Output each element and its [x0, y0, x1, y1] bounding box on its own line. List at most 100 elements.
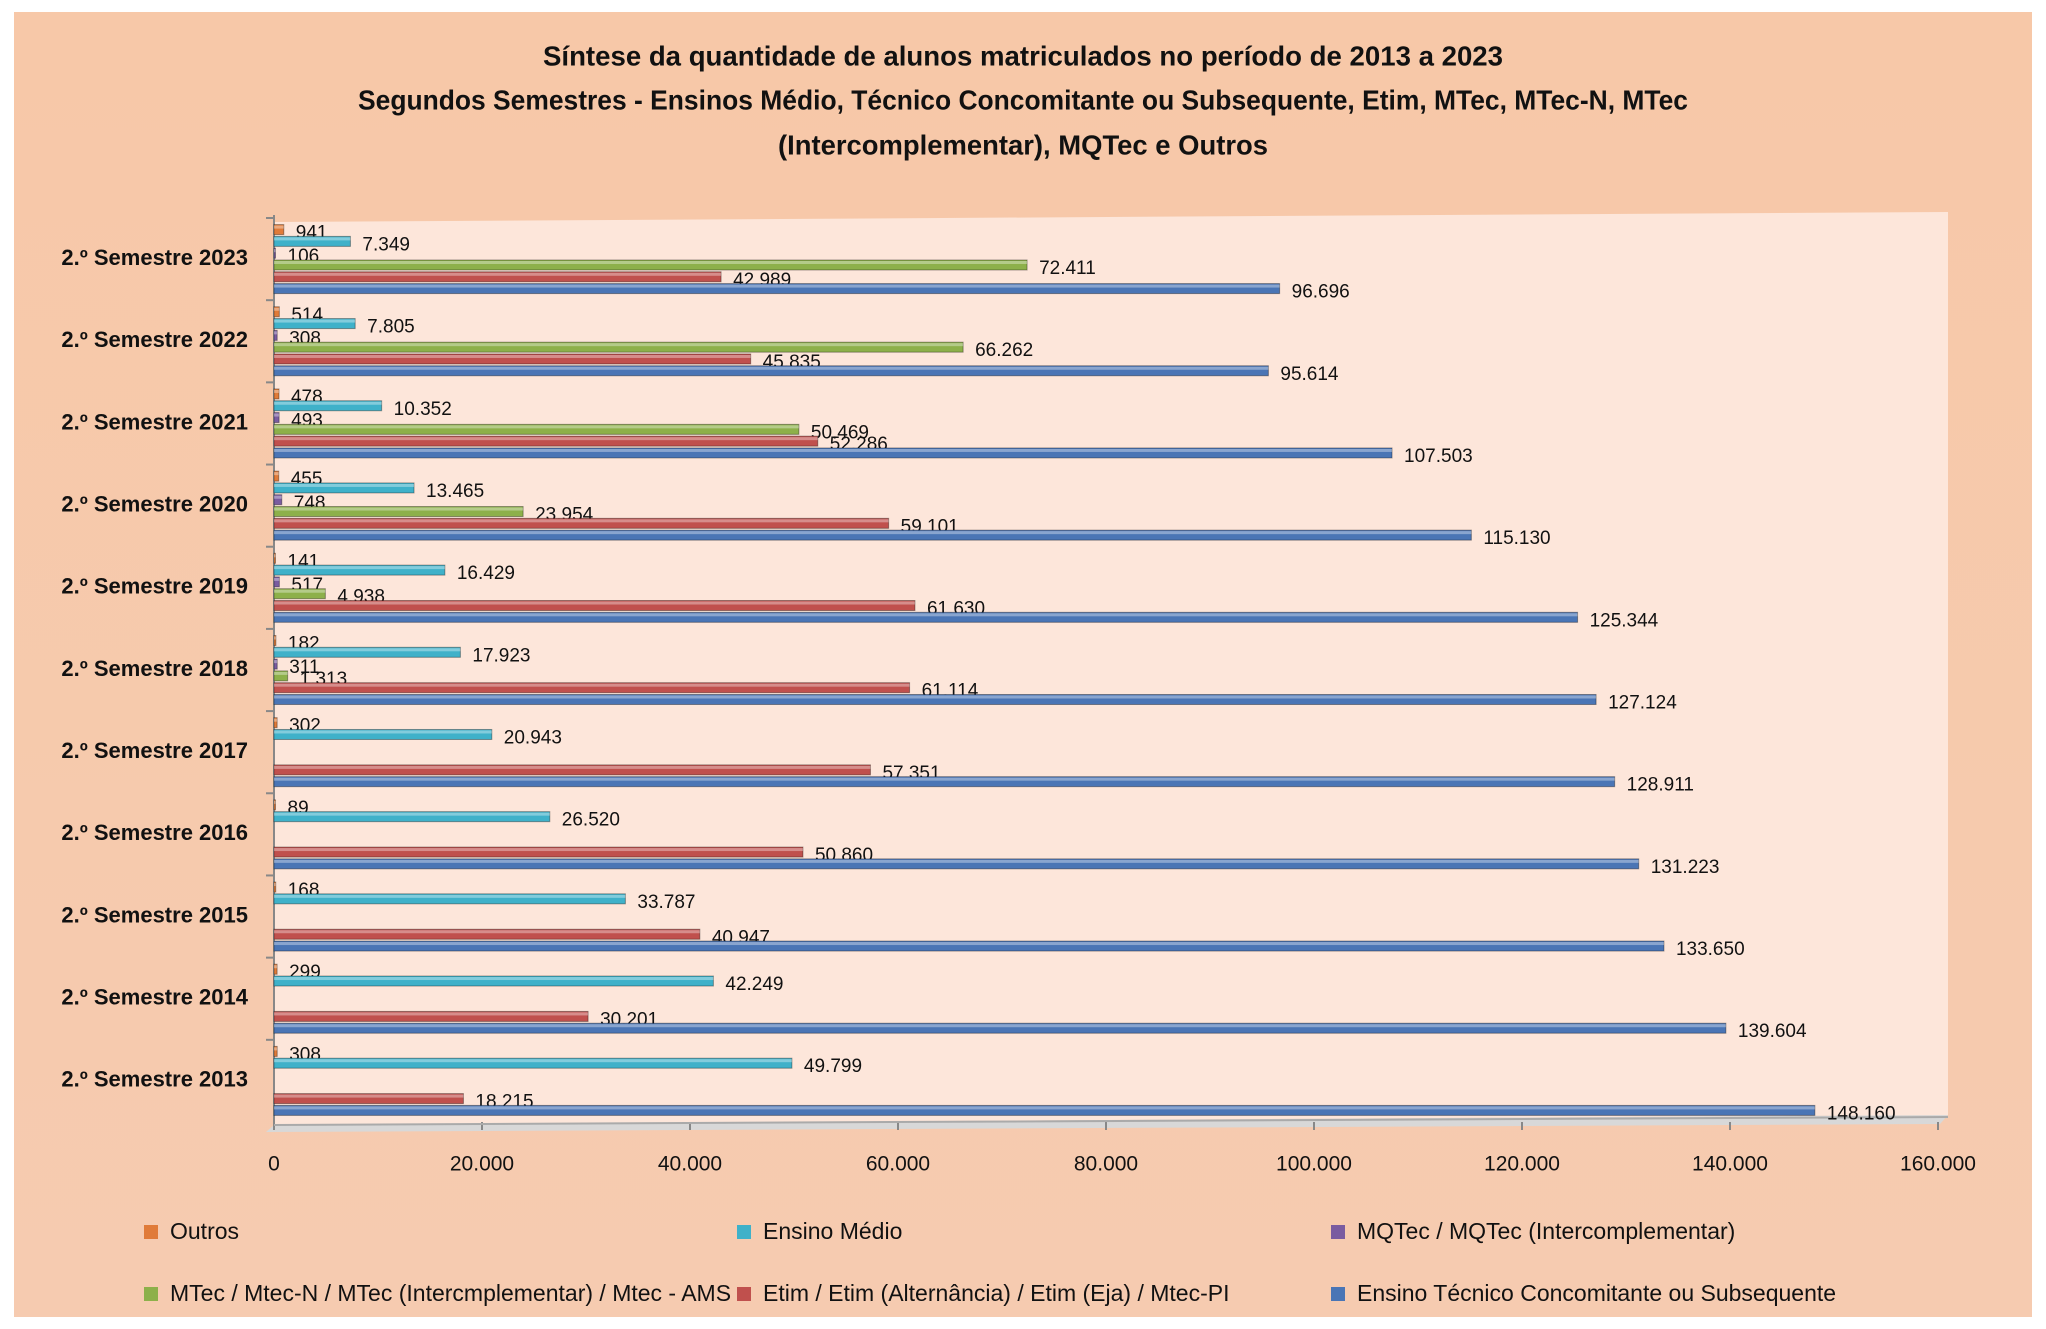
- bar: [273, 646, 461, 658]
- bar: [273, 682, 911, 694]
- bar: [273, 506, 524, 518]
- bar-highlight: [274, 930, 700, 934]
- bar: [273, 482, 415, 494]
- bar-highlight: [274, 648, 461, 652]
- bar: [273, 881, 277, 893]
- bar-highlight: [274, 800, 276, 804]
- bar-highlight: [274, 777, 1615, 781]
- data-label: 148.160: [1827, 1103, 1896, 1124]
- bar: [273, 1093, 464, 1105]
- data-label: 49.799: [804, 1056, 862, 1077]
- data-label: 139.604: [1738, 1021, 1807, 1042]
- bar-highlight: [274, 519, 889, 523]
- bar: [273, 670, 289, 682]
- bar-highlight: [274, 354, 751, 358]
- y-tick-label: 2.º Semestre 2021: [61, 409, 248, 434]
- bar: [273, 658, 278, 670]
- bar-highlight: [274, 1047, 278, 1051]
- bar: [273, 588, 326, 600]
- y-tick-label: 2.º Semestre 2016: [61, 820, 248, 845]
- bar: [273, 940, 1665, 952]
- bar-highlight: [274, 660, 278, 664]
- bar: [273, 611, 1579, 623]
- bar-highlight: [274, 343, 964, 347]
- bar: [273, 717, 278, 729]
- y-tick-label: 2.º Semestre 2014: [61, 985, 248, 1010]
- data-label: 10.352: [394, 399, 452, 420]
- bar: [273, 846, 804, 858]
- y-tick-label: 2.º Semestre 2023: [61, 245, 248, 270]
- bar: [273, 811, 551, 823]
- bar: [273, 975, 714, 987]
- y-tick-label: 2.º Semestre 2018: [61, 656, 248, 681]
- data-label: 50.469: [811, 422, 869, 443]
- data-label: 107.503: [1404, 446, 1473, 467]
- bar: [273, 576, 280, 588]
- legend-label: Ensino Técnico Concomitante ou Subsequen…: [1357, 1280, 1836, 1306]
- data-label: 95.614: [1280, 364, 1339, 385]
- bar-highlight: [274, 249, 276, 253]
- x-tick-label: 160.000: [1900, 1153, 1976, 1176]
- bar: [273, 764, 871, 776]
- x-tick-label: 80.000: [1074, 1153, 1138, 1176]
- y-tick-label: 2.º Semestre 2013: [61, 1067, 248, 1092]
- bar-highlight: [274, 1024, 1726, 1028]
- legend-label: MQTec / MQTec (Intercomplementar): [1357, 1218, 1735, 1244]
- bar-highlight: [274, 859, 1639, 863]
- bar-highlight: [274, 389, 279, 393]
- bar-highlight: [274, 507, 524, 511]
- bar: [273, 728, 493, 740]
- bar-highlight: [274, 472, 279, 476]
- bar-highlight: [274, 812, 550, 816]
- bar: [273, 400, 383, 412]
- bar-highlight: [274, 284, 1280, 288]
- data-label: 7.349: [362, 234, 410, 255]
- bar-highlight: [274, 495, 282, 499]
- bar: [273, 283, 1281, 295]
- bar-highlight: [274, 589, 326, 593]
- bar-highlight: [274, 425, 799, 429]
- bar-highlight: [274, 942, 1664, 946]
- bar-highlight: [274, 401, 382, 405]
- bar-highlight: [274, 848, 803, 852]
- data-label: 33.787: [637, 892, 695, 913]
- bar-highlight: [274, 225, 284, 229]
- bar: [273, 423, 800, 435]
- bar: [273, 306, 280, 318]
- chart-subtitle: (Intercomplementar), MQTec e Outros: [778, 129, 1268, 160]
- bar: [273, 564, 446, 576]
- data-label: 42.249: [725, 974, 783, 995]
- data-label: 66.262: [975, 340, 1033, 361]
- bar: [273, 799, 276, 811]
- bar: [273, 893, 626, 905]
- bar: [273, 329, 278, 341]
- legend-swatch: [737, 1287, 751, 1301]
- bar-highlight: [274, 1106, 1815, 1110]
- bar-highlight: [274, 894, 626, 898]
- bar: [273, 694, 1597, 705]
- chart-subtitle: Segundos Semestres - Ensinos Médio, Técn…: [358, 84, 1688, 115]
- bar: [273, 470, 280, 482]
- x-tick-label: 40.000: [658, 1153, 722, 1176]
- bar-highlight: [274, 883, 276, 887]
- bar: [273, 1104, 1816, 1116]
- bar-highlight: [274, 237, 351, 241]
- bar: [273, 318, 356, 330]
- bar-highlight: [274, 718, 278, 722]
- data-label: 131.223: [1651, 857, 1720, 878]
- bar-highlight: [274, 695, 1597, 699]
- x-tick-label: 20.000: [450, 1153, 514, 1176]
- bar: [273, 247, 276, 259]
- bar: [273, 776, 1616, 788]
- bar: [273, 1010, 589, 1022]
- data-label: 7.805: [367, 317, 415, 338]
- legend-label: Ensino Médio: [763, 1218, 902, 1244]
- x-tick-label: 120.000: [1484, 1153, 1560, 1176]
- bar: [273, 224, 285, 236]
- bar: [273, 600, 916, 612]
- bar-highlight: [274, 1012, 589, 1016]
- data-label: 125.344: [1590, 610, 1659, 631]
- legend-swatch: [144, 1225, 158, 1239]
- data-label: 17.923: [472, 645, 530, 666]
